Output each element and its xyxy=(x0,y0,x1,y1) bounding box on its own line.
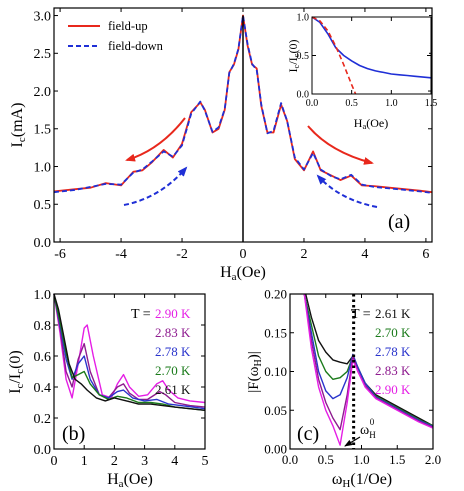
panel-c-xtick-label: 1.0 xyxy=(353,452,369,467)
omega-h0-annotation: ωH0 xyxy=(360,417,376,440)
inset-xtick-label: 1.0 xyxy=(385,98,398,109)
panel-b-legend-entry: 2.83 K xyxy=(155,325,191,340)
panel-c-legend-entry: 2.61 K xyxy=(375,306,411,321)
panel-b-ytick-label: 0.0 xyxy=(34,443,52,458)
panel-b-xtick-label: 2 xyxy=(111,454,118,469)
inset-xlabel: Ha(Oe) xyxy=(354,116,388,131)
panel-b-ytick-label: 0.8 xyxy=(34,319,52,334)
panel-c-legend-entry: 2.90 K xyxy=(375,382,411,397)
panel-c-legend-title: T = xyxy=(351,307,371,322)
panel-b-series-2-61-k xyxy=(53,293,206,411)
panel-b-frame xyxy=(53,293,206,450)
inset-ytick-label: 1.0 xyxy=(297,13,310,24)
sweep-arrow-down-right xyxy=(316,174,378,208)
panel-a-ytick-label: 0.0 xyxy=(34,236,52,251)
panel-c-ytick-label: 0.10 xyxy=(264,364,287,379)
panel-b-xtick-label: 1 xyxy=(81,454,88,469)
inset-frame xyxy=(311,16,432,95)
panel-b-series-2-90-k xyxy=(53,293,206,404)
panel-c-ytick-label: 0.05 xyxy=(264,403,287,418)
panel-c-xtick-label: 0.0 xyxy=(282,452,298,467)
panel-a-xtick-label: 4 xyxy=(361,247,368,262)
panel-a-chart: -6 -4 -2 0 2 4 6 0.0 0.5 1.0 1.5 2.0 2.5 3.0 field-up… xyxy=(9,7,437,283)
inset-series-0 xyxy=(311,16,432,79)
panel-b-legend-entry: 2.90 K xyxy=(155,306,191,321)
panel-a-label: (a) xyxy=(388,211,410,233)
panel-b-series-2-83-k xyxy=(53,293,206,408)
panel-c-xlabel: ωH(1/Oe) xyxy=(332,471,392,490)
panel-c-xtick-label: 2.0 xyxy=(425,452,441,467)
panel-c-ylabel: |F(ωH)| xyxy=(246,351,264,392)
inset-xtick-label: 0.0 xyxy=(306,98,319,109)
panel-a-series-field-down xyxy=(53,14,433,194)
panel-a-ylabel: Ic(mA) xyxy=(9,103,28,148)
panel-a-ytick-label: 2.0 xyxy=(34,85,52,100)
panel-a-ytick-label: 3.0 xyxy=(34,9,52,24)
sweep-arrow-up-right xyxy=(307,125,374,165)
panel-b-ytick-label: 0.6 xyxy=(34,350,52,365)
inset-ytick-label: 0.0 xyxy=(297,90,310,101)
panel-a-ytick-label: 2.5 xyxy=(34,47,52,62)
panel-a-xlabel: Ha(Oe) xyxy=(220,264,266,283)
inset-xtick-label: 1.5 xyxy=(425,98,438,109)
panel-b-ytick-label: 1.0 xyxy=(34,288,52,303)
sweep-arrow-up-left xyxy=(125,117,186,162)
panel-a-ytick-label: 1.0 xyxy=(34,160,52,175)
inset-ylabel: Ic/Ic(0) xyxy=(286,40,301,73)
panel-b-xtick-label: 0 xyxy=(51,454,58,469)
inset-series-1 xyxy=(311,16,357,95)
panel-b-xtick-label: 4 xyxy=(171,454,178,469)
panel-b-legend-entry: 2.70 K xyxy=(155,363,191,378)
panel-c-ytick-label: 0.15 xyxy=(264,325,287,340)
panel-a-xtick-label: -6 xyxy=(54,247,66,262)
inset-ytick-label: 0.5 xyxy=(297,51,310,62)
inset-chart: 0.0 0.5 1.0 1.5 0.0 0.5 1.0 Ha(Oe) Ic/Ic(0) xyxy=(286,13,437,132)
legend-label-field-up: field-up xyxy=(108,19,148,33)
panel-b-label: (b) xyxy=(62,423,85,445)
panel-c-series-2-78-k xyxy=(303,293,434,428)
panel-c-frame xyxy=(289,293,434,450)
sweep-arrow-down-left xyxy=(123,166,188,206)
panel-b-ylabel: Ic/Ic(0) xyxy=(7,350,26,394)
panel-a-ytick-label: 1.5 xyxy=(34,123,52,138)
panel-a-xtick-label: -4 xyxy=(115,247,127,262)
panel-c-legend-entry: 2.83 K xyxy=(375,363,411,378)
panel-b-legend-entry: 2.61 K xyxy=(155,382,191,397)
legend-label-field-down: field-down xyxy=(108,39,164,53)
panel-b-ytick-label: 0.4 xyxy=(34,381,52,396)
panel-b-xtick-label: 3 xyxy=(141,454,148,469)
panel-c-label: (c) xyxy=(297,423,319,445)
panel-c-xtick-label: 1.5 xyxy=(389,452,405,467)
panel-b-legend-entry: 2.78 K xyxy=(155,344,191,359)
panel-a-xtick-label: 2 xyxy=(300,247,307,262)
inset-xtick-label: 0.5 xyxy=(345,98,358,109)
panel-b-legend-title: T = xyxy=(131,307,151,322)
panel-c-series-2-90-k xyxy=(303,293,434,446)
panel-a-xtick-label: -2 xyxy=(176,247,188,262)
panel-c-legend-entry: 2.70 K xyxy=(375,325,411,340)
panel-b-chart: 0 1 2 3 4 5 0.0 0.2 0.4 0.6 0.8 1.0 T = 2.90 K 2.83 … xyxy=(7,288,209,490)
panel-c-xtick-label: 0.5 xyxy=(318,452,334,467)
panel-a-xtick-label: 0 xyxy=(240,247,247,262)
panel-a-xtick-label: 6 xyxy=(422,247,429,262)
panel-c-ytick-label: 0.00 xyxy=(264,442,287,457)
panel-c-ytick-label: 0.20 xyxy=(264,287,287,302)
panel-c-chart: 0.0 0.5 1.0 1.5 2.00.000.050.100.150.20 T = … xyxy=(246,287,441,490)
panel-b-xtick-label: 5 xyxy=(202,454,209,469)
panel-a-ytick-label: 0.5 xyxy=(34,198,52,213)
panel-c-legend-entry: 2.78 K xyxy=(375,344,411,359)
omega-h0-arrow xyxy=(344,436,361,447)
panel-b-xlabel: Ha(Oe) xyxy=(107,471,153,490)
panel-b-ytick-label: 0.2 xyxy=(34,412,52,427)
